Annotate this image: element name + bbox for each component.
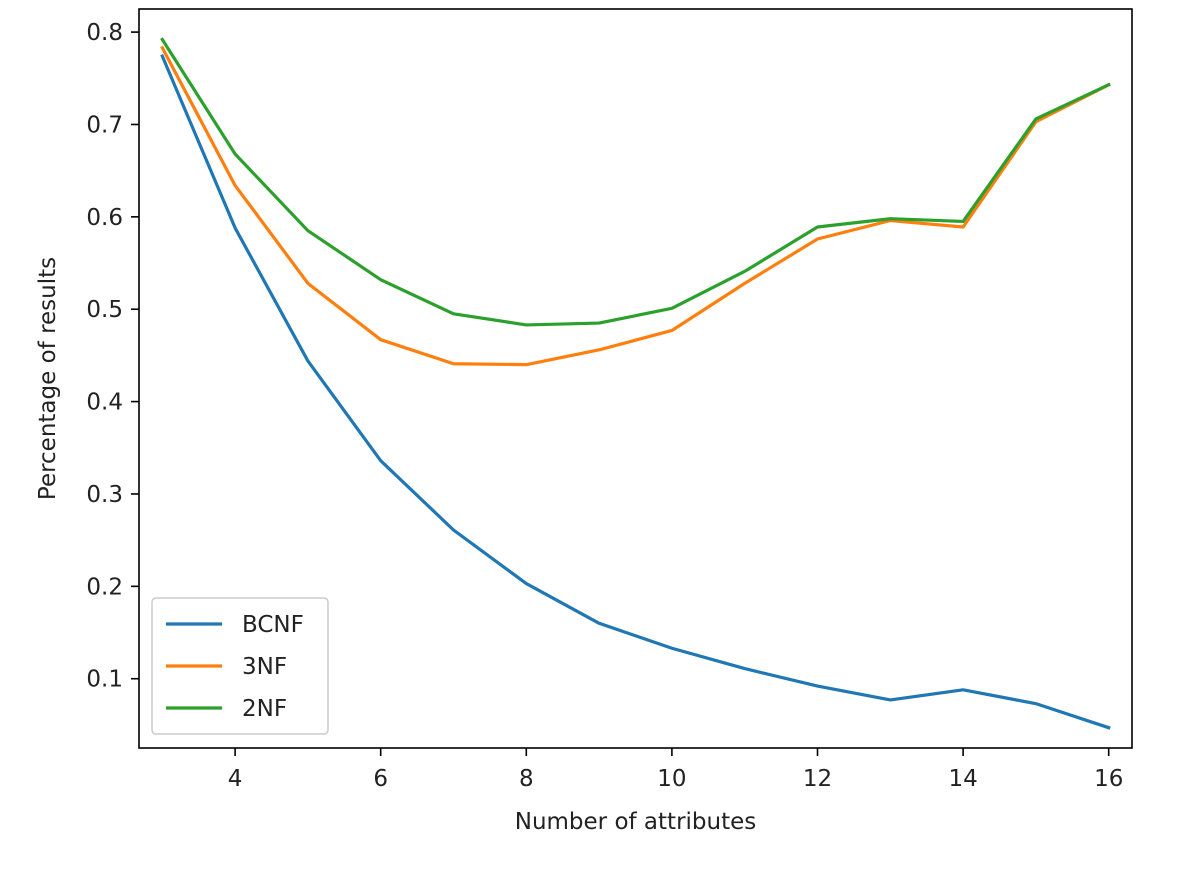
x-tick-label: 14	[948, 766, 977, 792]
x-tick-label: 8	[519, 766, 534, 792]
series-layer	[160, 37, 1111, 730]
plot-frame	[138, 8, 1133, 749]
x-axis-label: Number of attributes	[515, 809, 757, 835]
y-tick-label: 0.7	[86, 112, 123, 138]
legend-label-3nf: 3NF	[242, 654, 287, 680]
legend: BCNF 3NF 2NF	[151, 597, 329, 735]
axes-layer: 4 6 8 10 12 14 16 0.1 0.2 0.3 0.4 0.5 0.6 0.7 0.8	[86, 8, 1133, 792]
series-line-3nf	[160, 45, 1111, 367]
y-tick-label: 0.4	[86, 390, 123, 416]
y-tick-label: 0.6	[86, 205, 123, 231]
legend-label-2nf: 2NF	[242, 696, 287, 722]
x-tick-label: 16	[1094, 766, 1123, 792]
x-tick-label: 4	[228, 766, 243, 792]
x-tick-label: 10	[657, 766, 686, 792]
x-tick-label: 6	[373, 766, 388, 792]
y-tick-label: 0.3	[86, 482, 123, 508]
y-tick-label: 0.1	[86, 667, 123, 693]
y-axis-label: Percentage of results	[35, 257, 61, 500]
legend-label-bcnf: BCNF	[242, 612, 304, 638]
y-tick-label: 0.5	[86, 297, 123, 323]
x-tick-label: 12	[803, 766, 832, 792]
y-tick-label: 0.8	[86, 20, 123, 46]
legend-box	[151, 597, 329, 735]
series-line-bcnf	[160, 54, 1111, 730]
series-line-2nf	[160, 37, 1111, 327]
y-tick-label: 0.2	[86, 574, 123, 600]
